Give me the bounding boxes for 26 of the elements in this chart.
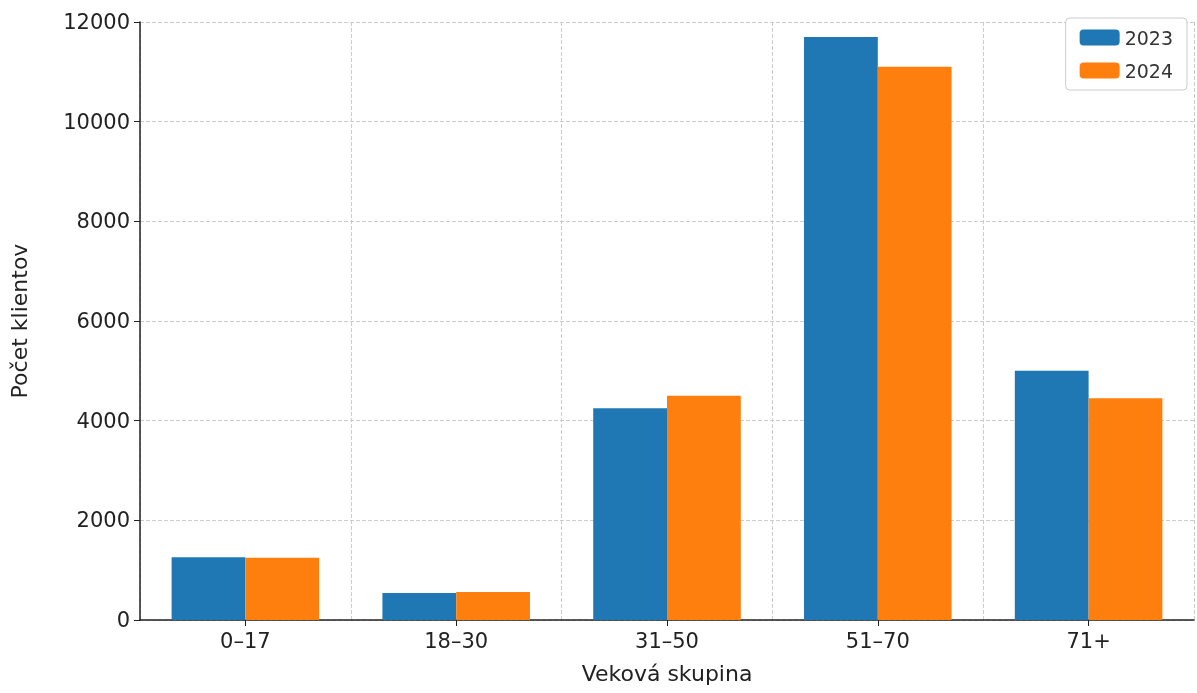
- bar: [667, 395, 741, 620]
- bar: [1088, 398, 1163, 620]
- x-tick-label: 51–70: [845, 628, 910, 653]
- bar: [171, 557, 246, 620]
- y-tick-label: 2000: [76, 508, 130, 533]
- x-axis-title: Veková skupina: [581, 660, 753, 686]
- x-tick-label: 31–50: [635, 628, 699, 653]
- y-tick-label: 10000: [63, 109, 130, 134]
- x-tick-label: 18–30: [424, 628, 489, 653]
- y-tick-label: 0: [116, 608, 130, 632]
- y-tick-label: 4000: [76, 408, 130, 433]
- bar: [245, 557, 320, 620]
- bar: [593, 408, 667, 620]
- x-tick-label: 71+: [1066, 628, 1111, 653]
- x-tick-label: 0–17: [220, 628, 271, 653]
- y-tick-label: 12000: [63, 10, 130, 34]
- bar: [456, 592, 530, 620]
- legend-label: 2023: [1124, 26, 1174, 49]
- y-tick-label: 6000: [76, 309, 130, 333]
- legend-label: 2024: [1124, 59, 1174, 82]
- bar: [804, 36, 878, 620]
- bar: [877, 66, 952, 620]
- y-tick-label: 8000: [76, 209, 130, 234]
- bar: [1014, 370, 1089, 620]
- bar: [382, 593, 457, 620]
- y-axis-title: Počet klientov: [6, 243, 32, 399]
